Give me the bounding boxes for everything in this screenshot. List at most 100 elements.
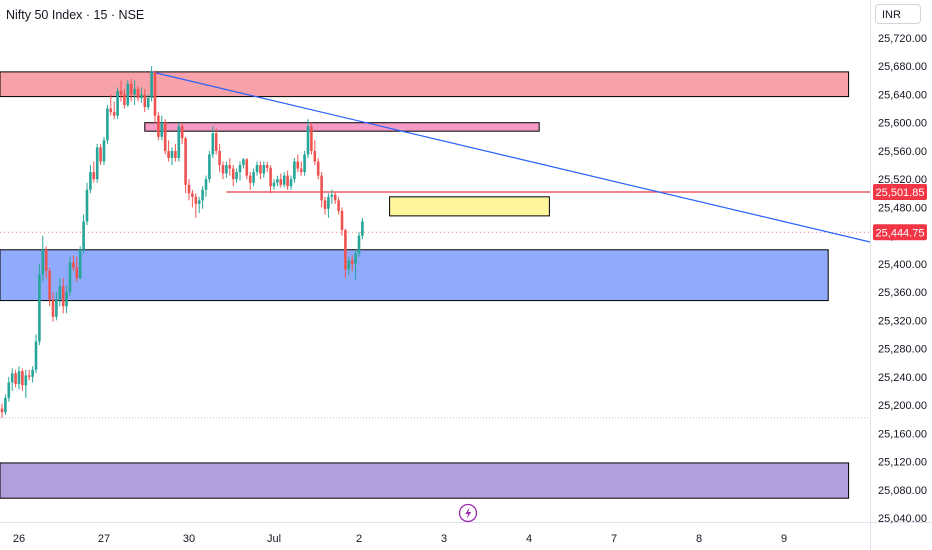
candle-body xyxy=(123,94,126,106)
candle-body xyxy=(58,286,62,300)
candle-body xyxy=(48,270,51,300)
candle xyxy=(357,232,361,257)
candle-body xyxy=(211,133,215,155)
candle-body xyxy=(92,172,96,180)
zone-pink[interactable] xyxy=(144,122,540,132)
candle-body xyxy=(99,147,102,162)
candle xyxy=(129,78,133,102)
price-tick-label: 25,200.00 xyxy=(878,400,927,412)
candle-body xyxy=(282,175,286,185)
candle-body xyxy=(24,375,28,386)
candle xyxy=(116,87,119,120)
candle xyxy=(194,193,198,218)
candle-body xyxy=(167,150,170,158)
candle-body xyxy=(174,150,177,158)
candle xyxy=(350,255,354,271)
time-axis[interactable]: 26 27 30 Jul 2 3 4 7 8 9 xyxy=(13,533,787,545)
candle-body xyxy=(242,159,245,166)
candle-body xyxy=(225,165,228,174)
candle-body xyxy=(347,260,351,270)
price-label-box xyxy=(873,224,927,241)
candle-body xyxy=(102,140,106,162)
candle xyxy=(85,182,89,226)
candle-body xyxy=(133,88,136,95)
candle xyxy=(44,246,48,278)
candle xyxy=(7,376,11,402)
time-tick-label: 3 xyxy=(441,533,447,545)
currency-button[interactable]: INR xyxy=(875,4,921,24)
candle-body xyxy=(299,168,303,173)
candle-body xyxy=(116,90,119,116)
candle xyxy=(72,255,75,271)
candle xyxy=(55,292,58,321)
zone-blue[interactable] xyxy=(0,249,829,302)
candle-body xyxy=(323,200,327,209)
price-tick-label: 25,560.00 xyxy=(878,146,927,158)
candle xyxy=(303,150,306,176)
candle xyxy=(75,256,79,282)
price-tick-label: 25,360.00 xyxy=(878,287,927,299)
candle xyxy=(157,112,160,141)
candle xyxy=(262,161,266,178)
candle-body xyxy=(4,398,7,413)
candle-body xyxy=(320,175,323,201)
price-tick-label: 25,240.00 xyxy=(878,372,927,384)
drawing-zones[interactable] xyxy=(0,71,850,499)
candle xyxy=(197,196,201,214)
candle xyxy=(4,394,7,415)
candle-body xyxy=(279,179,283,185)
candle-body xyxy=(65,292,68,307)
candle xyxy=(306,119,310,158)
candle xyxy=(95,143,99,183)
price-tick-label: 25,520.00 xyxy=(878,174,927,186)
candle xyxy=(330,189,334,204)
candle xyxy=(146,94,150,110)
candle xyxy=(133,80,136,106)
candle-body xyxy=(214,133,218,151)
trendline[interactable] xyxy=(151,71,871,243)
candle xyxy=(248,172,252,190)
candle xyxy=(177,122,181,162)
candle-body xyxy=(208,154,211,180)
candle-body xyxy=(357,235,361,254)
candle-body xyxy=(78,249,82,278)
zone-purple[interactable] xyxy=(0,462,850,499)
candle xyxy=(51,292,55,322)
price-tick-label: 25,720.00 xyxy=(878,33,927,45)
candle xyxy=(310,122,313,155)
candle xyxy=(27,369,31,381)
candle-body xyxy=(262,165,266,174)
chart-title: Nifty 50 Index · 15 · NSE xyxy=(6,8,145,22)
candle-body xyxy=(265,165,269,168)
candle-body xyxy=(163,122,167,151)
price-tick-label: 25,160.00 xyxy=(878,428,927,440)
price-tick-label: 25,680.00 xyxy=(878,61,927,73)
candle-body xyxy=(106,108,109,141)
candle-body xyxy=(306,126,310,155)
candle xyxy=(167,140,170,162)
candle xyxy=(252,168,255,187)
candle xyxy=(136,86,140,102)
price-axis[interactable]: 25,040.00 25,080.00 25,120.00 25,160.00 25,2… xyxy=(878,33,927,525)
candle-body xyxy=(34,341,38,370)
time-tick-label: 4 xyxy=(526,533,532,545)
candle xyxy=(255,161,259,176)
candle xyxy=(21,368,24,391)
chart-icons[interactable] xyxy=(458,503,478,523)
candle-body xyxy=(41,249,45,275)
candle-body xyxy=(238,165,242,173)
lightning-icon[interactable] xyxy=(458,503,478,523)
price-label-box xyxy=(873,183,927,200)
candle xyxy=(293,158,296,183)
price-labels: 25,501.85 25,444.75 xyxy=(873,183,927,241)
candle xyxy=(286,170,289,190)
zone-yellow[interactable] xyxy=(389,196,550,217)
candle-body xyxy=(157,115,160,137)
candle-body xyxy=(204,179,208,190)
candle xyxy=(184,136,187,194)
candle-body xyxy=(61,286,65,307)
candle-body xyxy=(177,126,181,158)
candle-body xyxy=(231,168,235,180)
drawing-lines[interactable] xyxy=(151,71,871,243)
